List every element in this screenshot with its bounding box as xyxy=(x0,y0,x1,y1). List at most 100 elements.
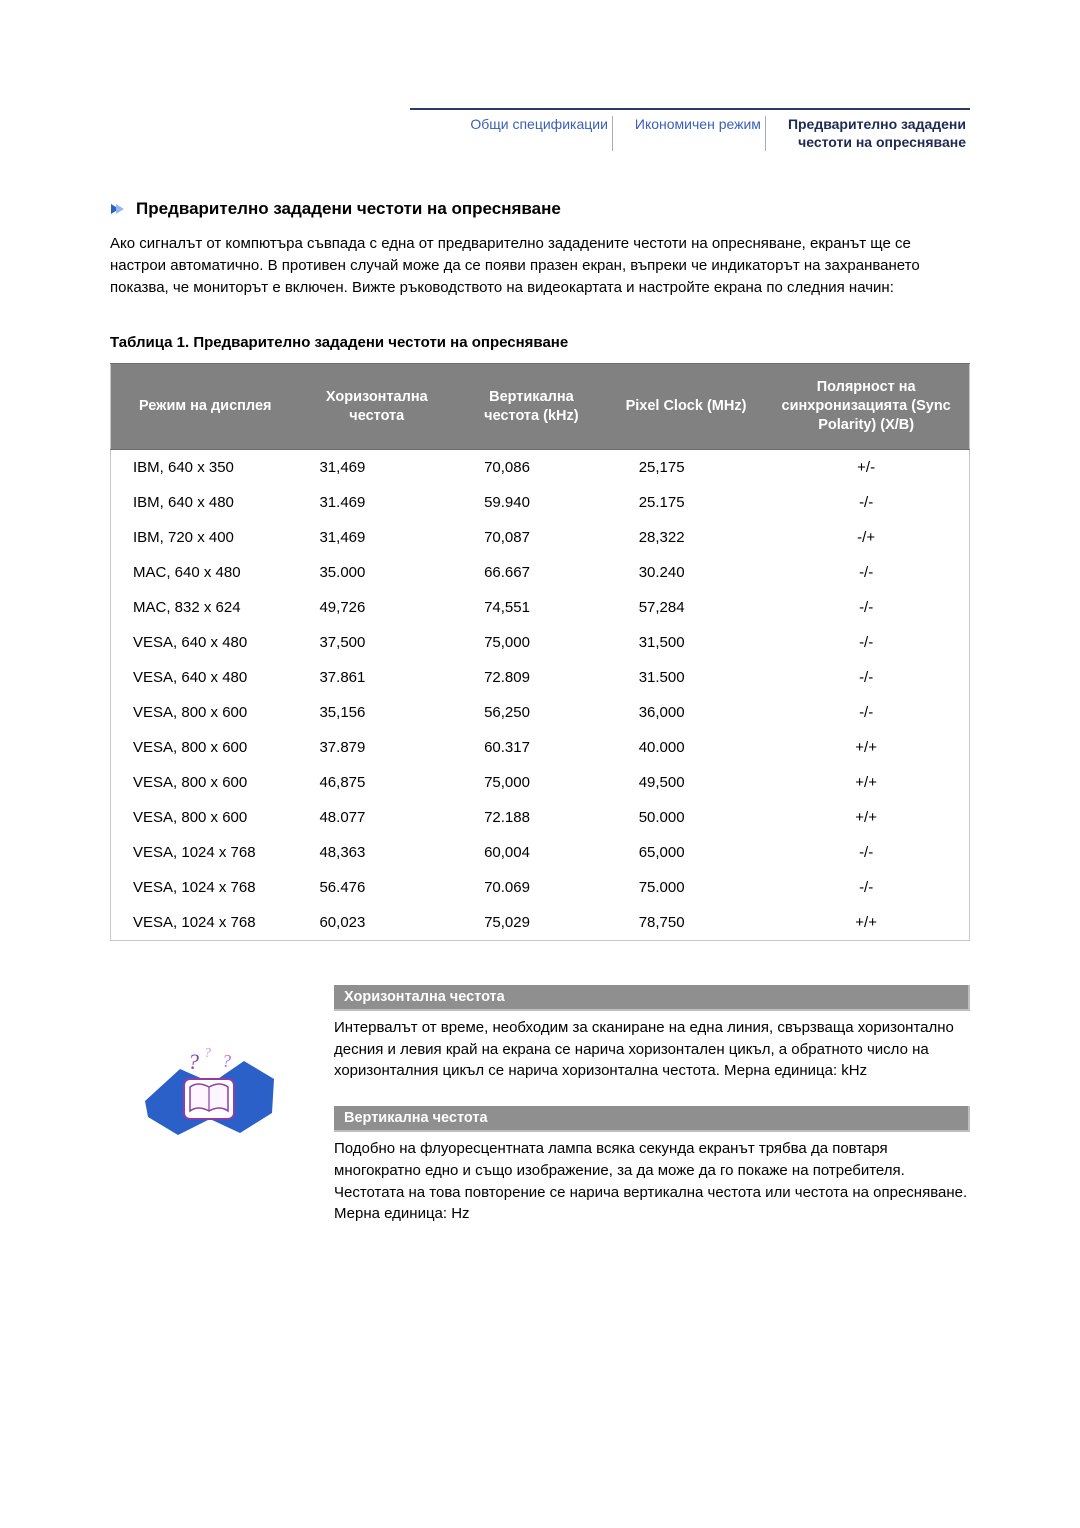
table-cell: +/+ xyxy=(763,730,969,765)
tab-preset-line1: Предварително зададени xyxy=(788,116,966,134)
table-row: VESA, 640 x 48037,50075,00031,500-/- xyxy=(111,625,970,660)
table-cell: VESA, 800 x 600 xyxy=(111,695,300,730)
col-sync-polarity: Полярност на синхронизацията (Sync Polar… xyxy=(763,364,969,450)
timing-modes-table: Режим на дисплея Хоризонтална честота Ве… xyxy=(110,363,970,941)
col-horizontal-freq: Хоризонтална честота xyxy=(299,364,454,450)
definitions-icon-col: ? ? ? xyxy=(110,985,310,1149)
table-cell: 31.469 xyxy=(299,485,454,520)
definitions-text-col: Хоризонтална честота Интервалът от време… xyxy=(334,985,970,1249)
table-cell: 56.476 xyxy=(299,870,454,905)
table-row: VESA, 800 x 60037.87960.31740.000+/+ xyxy=(111,730,970,765)
table-cell: 35,156 xyxy=(299,695,454,730)
table-cell: 37,500 xyxy=(299,625,454,660)
table-cell: VESA, 800 x 600 xyxy=(111,730,300,765)
table-cell: 37.861 xyxy=(299,660,454,695)
table-cell: 25,175 xyxy=(609,449,764,485)
col-vertical-freq: Вертикална честота (kHz) xyxy=(454,364,609,450)
table-cell: +/+ xyxy=(763,765,969,800)
table-cell: 28,322 xyxy=(609,520,764,555)
table-row: MAC, 640 x 48035.00066.66730.240-/- xyxy=(111,555,970,590)
col-pixel-clock: Pixel Clock (MHz) xyxy=(609,364,764,450)
table-cell: -/- xyxy=(763,660,969,695)
table-cell: 75,000 xyxy=(454,765,609,800)
table-cell: 75,029 xyxy=(454,905,609,941)
table-row: IBM, 640 x 35031,46970,08625,175+/- xyxy=(111,449,970,485)
table-cell: +/+ xyxy=(763,800,969,835)
table-cell: 57,284 xyxy=(609,590,764,625)
table-row: IBM, 720 x 40031,46970,08728,322-/+ xyxy=(111,520,970,555)
table-cell: 49,500 xyxy=(609,765,764,800)
document-page: Общи спецификации Икономичен режим Предв… xyxy=(0,0,1080,1289)
table-cell: 31,469 xyxy=(299,520,454,555)
table-title: Таблица 1. Предварително зададени честот… xyxy=(110,334,970,351)
def-horizontal-body: Интервалът от време, необходим за сканир… xyxy=(334,1017,970,1082)
table-cell: 65,000 xyxy=(609,835,764,870)
table-header-row: Режим на дисплея Хоризонтална честота Ве… xyxy=(111,364,970,450)
table-cell: 74,551 xyxy=(454,590,609,625)
table-cell: 70,086 xyxy=(454,449,609,485)
table-cell: 56,250 xyxy=(454,695,609,730)
table-cell: 31.500 xyxy=(609,660,764,695)
top-nav: Общи спецификации Икономичен режим Предв… xyxy=(410,108,970,151)
help-book-icon: ? ? ? xyxy=(140,1039,280,1149)
table-cell: 72.188 xyxy=(454,800,609,835)
table-cell: 46,875 xyxy=(299,765,454,800)
table-cell: 60,023 xyxy=(299,905,454,941)
table-cell: +/+ xyxy=(763,905,969,941)
table-cell: MAC, 832 x 624 xyxy=(111,590,300,625)
tab-preset-refresh[interactable]: Предварително зададени честоти на опресн… xyxy=(784,116,970,151)
table-cell: 75,000 xyxy=(454,625,609,660)
table-row: VESA, 800 x 60048.07772.18850.000+/+ xyxy=(111,800,970,835)
table-row: VESA, 800 x 60035,15656,25036,000-/- xyxy=(111,695,970,730)
table-cell: VESA, 640 x 480 xyxy=(111,660,300,695)
svg-text:?: ? xyxy=(204,1046,211,1061)
table-cell: 72.809 xyxy=(454,660,609,695)
table-row: VESA, 1024 x 76848,36360,00465,000-/- xyxy=(111,835,970,870)
table-cell: IBM, 640 x 350 xyxy=(111,449,300,485)
tab-eco-mode[interactable]: Икономичен режим xyxy=(631,116,766,151)
tab-general-specs[interactable]: Общи спецификации xyxy=(466,116,613,151)
table-cell: IBM, 640 x 480 xyxy=(111,485,300,520)
table-cell: 25.175 xyxy=(609,485,764,520)
table-cell: -/- xyxy=(763,625,969,660)
def-vertical-title: Вертикална честота xyxy=(334,1106,970,1132)
table-cell: 75.000 xyxy=(609,870,764,905)
table-cell: -/+ xyxy=(763,520,969,555)
col-display-mode: Режим на дисплея xyxy=(111,364,300,450)
table-row: IBM, 640 x 48031.46959.94025.175-/- xyxy=(111,485,970,520)
table-cell: 50.000 xyxy=(609,800,764,835)
table-cell: VESA, 800 x 600 xyxy=(111,800,300,835)
table-cell: IBM, 720 x 400 xyxy=(111,520,300,555)
table-cell: 59.940 xyxy=(454,485,609,520)
section-heading: Предварително зададени честоти на опресн… xyxy=(110,199,970,219)
table-cell: -/- xyxy=(763,870,969,905)
table-cell: VESA, 640 x 480 xyxy=(111,625,300,660)
tab-preset-line2: честоти на опресняване xyxy=(788,134,966,152)
section-title: Предварително зададени честоти на опресн… xyxy=(136,199,561,219)
svg-text:?: ? xyxy=(222,1051,231,1071)
table-cell: 70,087 xyxy=(454,520,609,555)
table-cell: 78,750 xyxy=(609,905,764,941)
table-cell: -/- xyxy=(763,485,969,520)
table-cell: VESA, 1024 x 768 xyxy=(111,870,300,905)
table-cell: VESA, 1024 x 768 xyxy=(111,835,300,870)
table-cell: 30.240 xyxy=(609,555,764,590)
svg-text:?: ? xyxy=(188,1049,199,1074)
table-cell: +/- xyxy=(763,449,969,485)
table-cell: 35.000 xyxy=(299,555,454,590)
table-row: VESA, 1024 x 76860,02375,02978,750+/+ xyxy=(111,905,970,941)
table-cell: -/- xyxy=(763,590,969,625)
table-cell: -/- xyxy=(763,695,969,730)
def-vertical-body: Подобно на флуоресцентната лампа всяка с… xyxy=(334,1138,970,1225)
table-row: MAC, 832 x 62449,72674,55157,284-/- xyxy=(111,590,970,625)
table-row: VESA, 800 x 60046,87575,00049,500+/+ xyxy=(111,765,970,800)
table-cell: MAC, 640 x 480 xyxy=(111,555,300,590)
table-cell: 48.077 xyxy=(299,800,454,835)
table-row: VESA, 1024 x 76856.47670.06975.000-/- xyxy=(111,870,970,905)
table-cell: 31,500 xyxy=(609,625,764,660)
table-cell: 36,000 xyxy=(609,695,764,730)
table-row: VESA, 640 x 48037.86172.80931.500-/- xyxy=(111,660,970,695)
table-cell: VESA, 800 x 600 xyxy=(111,765,300,800)
table-cell: 70.069 xyxy=(454,870,609,905)
def-horizontal-title: Хоризонтална честота xyxy=(334,985,970,1011)
